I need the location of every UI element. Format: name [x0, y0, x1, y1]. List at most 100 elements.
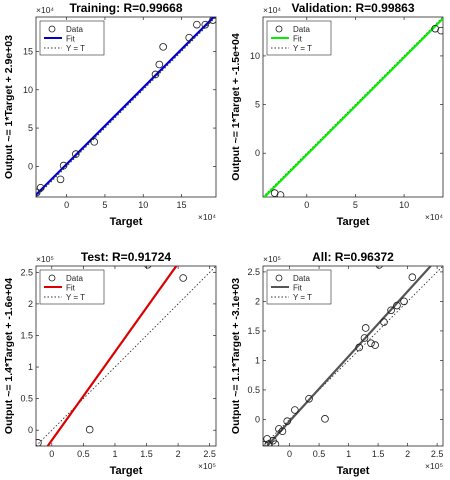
y-tick-label: 0: [255, 414, 260, 424]
data-point: [367, 339, 375, 348]
chart-title: Training: R=0.99668: [69, 1, 182, 15]
chart-title: All: R=0.96372: [312, 250, 394, 264]
x-tick-label: 10: [138, 200, 148, 210]
legend-data-marker: [48, 25, 56, 33]
y-axis-label: Output ~= 1.1*Target + -3.1e+03: [230, 278, 242, 434]
x-tick-label: 2: [176, 449, 181, 459]
y-tick-label: 0: [28, 425, 33, 435]
x-tick-label: 10: [399, 200, 409, 210]
data-point: [437, 26, 443, 35]
data-point: [283, 417, 291, 426]
plot-area: [36, 17, 216, 197]
x-tick-label: 0: [304, 200, 309, 210]
x-tick-label: 1: [112, 449, 117, 459]
x-tick-label: 1: [346, 449, 351, 459]
x-tick-label: 0.5: [77, 449, 90, 459]
data-point: [144, 266, 152, 269]
legend-label: Y = T: [293, 293, 312, 302]
fit-line: [36, 17, 216, 196]
legend-label: Data: [293, 274, 310, 283]
y-tick-label: 5: [28, 123, 33, 133]
y-axis-label: Output ~= 1*Target + 2.9e+03: [3, 35, 15, 179]
data-point: [380, 318, 388, 326]
data-point: [263, 435, 271, 443]
data-point: [36, 188, 41, 197]
data-point: [371, 341, 379, 349]
y-tick-label: 5: [255, 100, 260, 110]
data-point: [90, 138, 99, 146]
y-tick-label: 1.5: [247, 326, 260, 336]
legend-label: Data: [66, 274, 83, 283]
x-tick-label: 1.5: [372, 449, 385, 459]
legend-data-marker: [275, 25, 283, 33]
y-tick-label: 0.5: [20, 394, 33, 404]
data-point: [400, 297, 408, 306]
data-point: [408, 273, 417, 282]
y-tick-label: 2: [255, 296, 260, 306]
x-tick-label: 0: [49, 449, 54, 459]
x-axis-label: Target: [110, 465, 143, 477]
x-axis-label: Target: [110, 216, 143, 228]
data-point: [56, 175, 65, 184]
fit-line: [263, 17, 443, 197]
y-tick-label: 1.5: [20, 330, 33, 340]
plot-area: [36, 266, 216, 446]
fit-line: [46, 266, 178, 446]
data-point: [431, 24, 440, 33]
legend-label: Data: [66, 25, 83, 34]
y-axis-label: Output ~= 1.4*Target + -1.6e+04: [3, 278, 15, 434]
y-tick-label: 10: [23, 85, 33, 95]
y-tick-label: 2.5: [20, 267, 33, 277]
data-point: [85, 425, 94, 434]
y-tick-label: 15: [23, 46, 33, 56]
y-axis-label: Output ~= 1*Target + -1.5e+04: [230, 33, 242, 181]
y-tick-label: 2: [28, 299, 33, 309]
legend-data-marker: [275, 274, 283, 282]
y-tick-label: 1: [255, 355, 260, 365]
data-point: [291, 406, 299, 414]
y-tick-label: 0: [28, 161, 33, 171]
legend-label: Fit: [66, 35, 76, 44]
y-exponent-label: ×10⁴: [36, 5, 54, 15]
data-point: [193, 20, 201, 29]
data-point: [360, 334, 369, 342]
x-exponent-label: ×10⁵: [425, 461, 443, 471]
data-point: [36, 184, 45, 192]
x-exponent-label: ×10⁴: [425, 212, 443, 222]
x-tick-label: 5: [353, 200, 358, 210]
plot-area: [263, 266, 443, 446]
legend-label: Y = T: [66, 44, 85, 53]
data-point: [159, 43, 167, 51]
x-tick-label: 2.5: [431, 449, 444, 459]
y-exponent-label: ×10⁴: [263, 5, 281, 15]
y-tick-label: 1: [28, 362, 33, 372]
data-point: [393, 301, 401, 310]
legend-label: Fit: [66, 284, 76, 293]
x-exponent-label: ×10⁵: [198, 461, 216, 471]
data-point: [72, 150, 80, 158]
data-point: [387, 306, 395, 315]
data-point: [375, 266, 383, 269]
data-point: [321, 415, 329, 423]
x-tick-label: 0: [287, 449, 292, 459]
legend-label: Y = T: [66, 293, 85, 302]
x-tick-label: 0: [64, 200, 69, 210]
y-exponent-label: ×10⁵: [36, 254, 54, 264]
y-tick-label: 10: [250, 51, 260, 61]
legend-label: Y = T: [293, 44, 312, 53]
y-tick-label: 0: [255, 148, 260, 158]
data-point: [209, 17, 216, 24]
data-point: [59, 161, 68, 170]
x-tick-label: 15: [177, 200, 187, 210]
data-point: [278, 427, 287, 436]
x-axis-label: Target: [337, 465, 370, 477]
